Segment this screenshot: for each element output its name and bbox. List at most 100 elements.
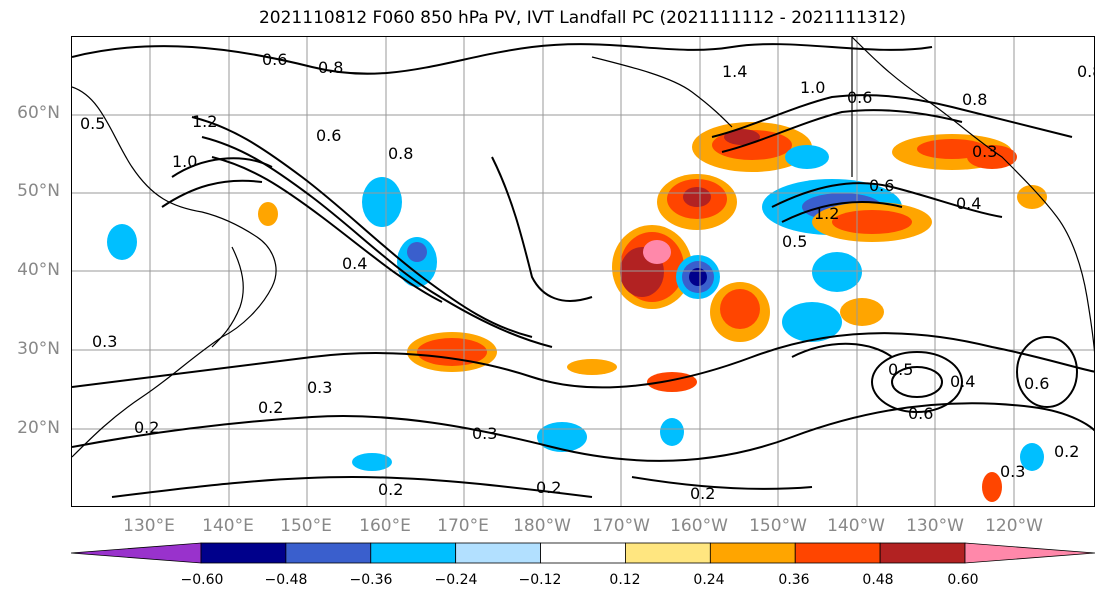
shade-patch bbox=[107, 224, 137, 260]
shade-patch bbox=[660, 418, 684, 446]
graticule bbox=[72, 37, 1094, 506]
colorbar-tick: −0.60 bbox=[180, 572, 224, 588]
contour-labels: 0.6 0.8 0.5 1.2 1.4 1.0 0.6 0.8 0.6 0.8 … bbox=[80, 50, 1095, 503]
map-panel: 0.6 0.8 0.5 1.2 1.4 1.0 0.6 0.8 0.6 0.8 … bbox=[71, 36, 1095, 507]
contour-label: 0.6 bbox=[1024, 374, 1049, 393]
shade-patch bbox=[258, 202, 278, 226]
contour-label: 0.8 bbox=[1077, 62, 1095, 81]
colorbar-tick: 0.36 bbox=[778, 572, 810, 588]
contour-label: 1.2 bbox=[192, 112, 217, 131]
lat-label-30n: 30°N bbox=[17, 339, 60, 359]
lon-label: 140°E bbox=[202, 516, 254, 536]
lon-label: 150°E bbox=[280, 516, 332, 536]
lon-label: 130°E bbox=[123, 516, 175, 536]
contour-label: 0.3 bbox=[472, 424, 497, 443]
lon-label: 130°W bbox=[906, 516, 964, 536]
colorbar-tick: −0.12 bbox=[518, 572, 562, 588]
contour-label: 0.3 bbox=[1000, 462, 1025, 481]
contour-label: 0.6 bbox=[316, 126, 341, 145]
colorbar-segment bbox=[200, 542, 287, 564]
shade-patch bbox=[407, 242, 427, 262]
contour-label: 0.5 bbox=[782, 232, 807, 251]
shade-patch bbox=[1017, 185, 1047, 209]
lat-label-20n: 20°N bbox=[17, 418, 60, 438]
contour-label: 0.2 bbox=[134, 418, 159, 437]
contour-label: 1.4 bbox=[722, 62, 747, 81]
contour-label: 0.2 bbox=[378, 480, 403, 499]
map-title: 2021110812 F060 850 hPa PV, IVT Landfall… bbox=[258, 8, 906, 28]
shade-patch bbox=[647, 372, 697, 392]
colorbar bbox=[71, 542, 1095, 564]
contour-label: 1.2 bbox=[814, 204, 839, 223]
colorbar-extend-high bbox=[964, 542, 1095, 564]
colorbar-segment bbox=[879, 542, 966, 564]
shade-patch bbox=[967, 145, 1017, 169]
lat-label-50n: 50°N bbox=[17, 181, 60, 201]
shade-patch bbox=[832, 210, 912, 234]
colorbar-tick: 0.60 bbox=[947, 572, 979, 588]
contour-label: 0.4 bbox=[342, 254, 367, 273]
contour-label: 0.2 bbox=[690, 484, 715, 503]
lat-label-40n: 40°N bbox=[17, 260, 60, 280]
shade-patch bbox=[689, 268, 707, 286]
colorbar-tick: −0.48 bbox=[264, 572, 308, 588]
colorbar-segment bbox=[285, 542, 372, 564]
shade-patch bbox=[812, 252, 862, 292]
lon-label: 140°W bbox=[827, 516, 885, 536]
lon-label: 160°W bbox=[670, 516, 728, 536]
contour-label: 0.8 bbox=[318, 58, 343, 77]
shade-patch bbox=[785, 145, 829, 169]
shade-patch bbox=[782, 302, 842, 342]
contour-label: 1.0 bbox=[172, 152, 197, 171]
shade-patch bbox=[362, 177, 402, 227]
shade-patch bbox=[724, 129, 760, 145]
shade-patch bbox=[537, 422, 587, 452]
contour-label: 0.2 bbox=[258, 398, 283, 417]
map-canvas: 0.6 0.8 0.5 1.2 1.4 1.0 0.6 0.8 0.6 0.8 … bbox=[72, 37, 1095, 506]
lon-label: 120°W bbox=[985, 516, 1043, 536]
lat-label-60n: 60°N bbox=[17, 103, 60, 123]
contour-label: 0.3 bbox=[972, 142, 997, 161]
contour-label: 0.5 bbox=[888, 360, 913, 379]
shade-patch bbox=[1020, 443, 1044, 471]
coastlines bbox=[72, 37, 1094, 458]
colorbar-segment bbox=[794, 542, 881, 564]
contour-label: 0.3 bbox=[307, 378, 332, 397]
colorbar-tick: −0.24 bbox=[434, 572, 478, 588]
colorbar-extend-low bbox=[71, 542, 202, 564]
lon-label: 170°E bbox=[437, 516, 489, 536]
colorbar-tick: 0.24 bbox=[693, 572, 725, 588]
contour-label: 0.8 bbox=[388, 144, 413, 163]
lon-label: 150°W bbox=[749, 516, 807, 536]
contour-label: 0.5 bbox=[80, 114, 105, 133]
contour-label: 0.6 bbox=[869, 176, 894, 195]
lon-label: 180°W bbox=[513, 516, 571, 536]
contour-label: 0.6 bbox=[908, 404, 933, 423]
colorbar-segment bbox=[625, 542, 711, 564]
shade-patch bbox=[567, 359, 617, 375]
colorbar-tick: 0.12 bbox=[609, 572, 641, 588]
shade-patch bbox=[720, 289, 760, 329]
contour-label: 0.8 bbox=[962, 90, 987, 109]
colorbar-segment bbox=[370, 542, 457, 564]
shade-patch bbox=[683, 187, 711, 207]
contour-label: 0.6 bbox=[262, 50, 287, 69]
shade-patch bbox=[840, 298, 884, 326]
shade-patch bbox=[982, 472, 1002, 502]
contour-label: 0.4 bbox=[956, 194, 981, 213]
contour-label: 0.6 bbox=[847, 88, 872, 107]
contour-label: 0.2 bbox=[1054, 442, 1079, 461]
lon-label: 170°W bbox=[592, 516, 650, 536]
contour-label: 0.4 bbox=[950, 372, 975, 391]
shade-patch bbox=[643, 240, 671, 264]
colorbar-tick: 0.48 bbox=[862, 572, 894, 588]
shade-patch bbox=[417, 338, 487, 366]
lon-label: 160°E bbox=[359, 516, 411, 536]
contour-label: 1.0 bbox=[800, 78, 825, 97]
contour-label: 0.3 bbox=[92, 332, 117, 351]
contour-lines bbox=[72, 43, 1094, 498]
contour-label: 0.2 bbox=[536, 478, 561, 497]
shade-patch bbox=[352, 453, 392, 471]
colorbar-segment bbox=[455, 542, 541, 564]
shaded-field bbox=[107, 122, 1047, 502]
